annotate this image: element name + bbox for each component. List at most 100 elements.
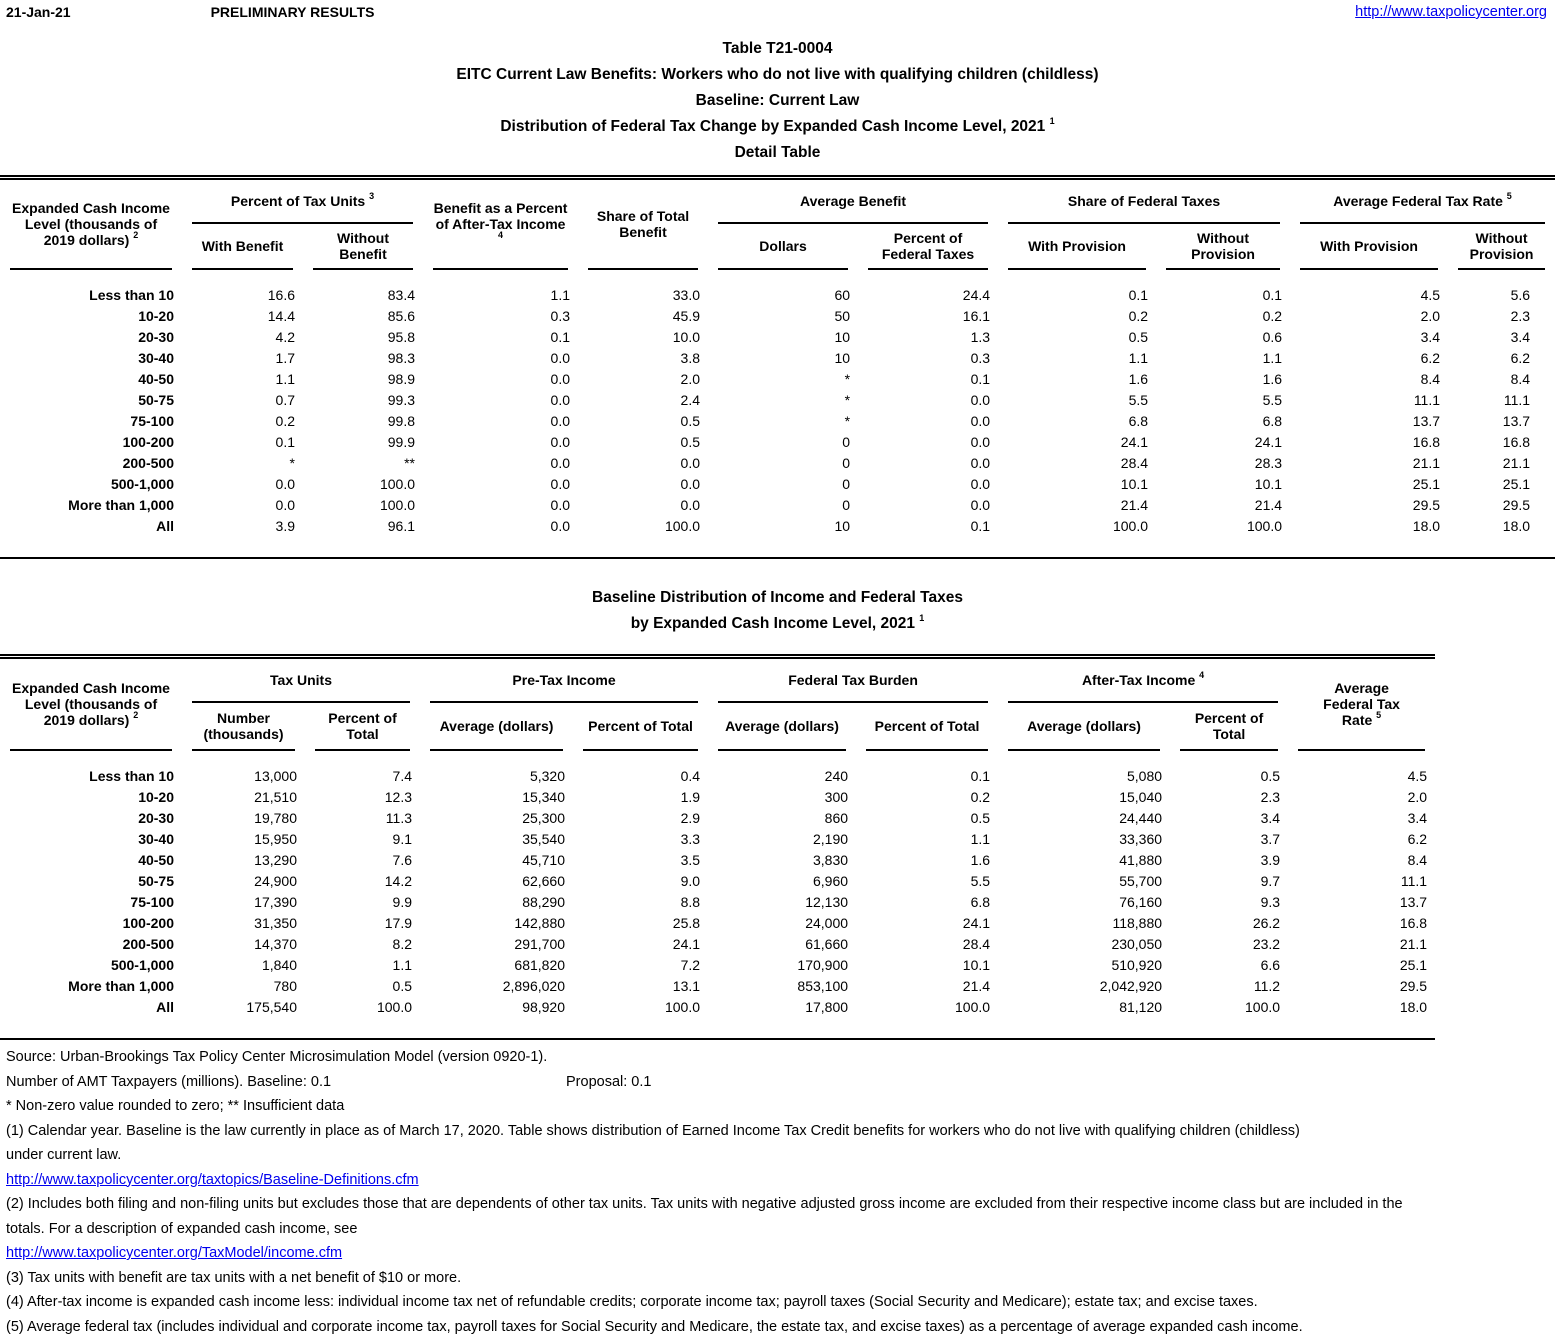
row-label: 50-75 [0, 871, 182, 892]
income-definition-link[interactable]: http://www.taxpolicycenter.org/TaxModel/… [6, 1245, 342, 1261]
table-cell: 6,960 [708, 871, 856, 892]
col-header-percent-of-federal-taxes: Percent of Federal Taxes [858, 224, 998, 270]
col-header-average-dollars: Average (dollars) [420, 703, 573, 751]
table-cell: 24.1 [1156, 432, 1290, 453]
baseline-section-title: Baseline Distribution of Income and Fede… [0, 585, 1555, 637]
col-header-average-federal-tax-rate: Average Federal Tax Rate 5 [1288, 657, 1435, 752]
table-cell: 99.9 [303, 432, 423, 453]
col-header-share-without-provision: Without Provision [1156, 224, 1290, 270]
table-cell: 45,710 [420, 850, 573, 871]
table-cell: * [182, 453, 303, 474]
table-cell: 2.0 [1290, 306, 1448, 327]
col-header-share-total-benefit: Share of Total Benefit [578, 178, 708, 271]
table-cell: 13,000 [182, 751, 305, 787]
table-cell: 100.0 [303, 495, 423, 516]
table-cell: 100.0 [1170, 997, 1288, 1039]
table-cell: 3.9 [182, 516, 303, 558]
col-header-without-benefit: Without Benefit [303, 224, 423, 270]
table-cell: 9.1 [305, 829, 420, 850]
site-link[interactable]: http://www.taxpolicycenter.org [1355, 4, 1547, 20]
table-cell: 0.5 [305, 976, 420, 997]
table-cell: 23.2 [1170, 934, 1288, 955]
table-cell: 21,510 [182, 787, 305, 808]
table-cell: 2.3 [1448, 306, 1555, 327]
table-cell: 3.9 [1170, 850, 1288, 871]
table-cell: 0 [708, 495, 858, 516]
table-cell: 24.1 [856, 913, 998, 934]
table-cell: 99.8 [303, 411, 423, 432]
table-cell: 0.1 [423, 327, 578, 348]
table-cell: 9.3 [1170, 892, 1288, 913]
table-cell: 10.0 [578, 327, 708, 348]
table-cell: 10 [708, 516, 858, 558]
table-cell: 0.0 [423, 390, 578, 411]
table-cell: 100.0 [578, 516, 708, 558]
table-cell: 0 [708, 432, 858, 453]
table-cell: 3.8 [578, 348, 708, 369]
table-cell: 8.4 [1448, 369, 1555, 390]
asterisk-note: * Non-zero value rounded to zero; ** Ins… [6, 1094, 1549, 1119]
col-header-rate-with-provision: With Provision [1290, 224, 1448, 270]
table-cell: 1,840 [182, 955, 305, 976]
col-header-share-with-provision: With Provision [998, 224, 1156, 270]
table-cell: 96.1 [303, 516, 423, 558]
table-cell: 170,900 [708, 955, 856, 976]
table-cell: 1.1 [1156, 348, 1290, 369]
table-cell: 25.1 [1288, 955, 1435, 976]
footnote-5: (5) Average federal tax (includes indivi… [6, 1315, 1549, 1339]
table-cell: 4.5 [1288, 751, 1435, 787]
table-cell: 4.2 [182, 327, 303, 348]
row-label: 75-100 [0, 892, 182, 913]
row-label: 20-30 [0, 327, 182, 348]
table-cell: 98.9 [303, 369, 423, 390]
table-cell: 2,042,920 [998, 976, 1170, 997]
table-cell: 88,290 [420, 892, 573, 913]
col-group-tax-units: Tax Units [182, 657, 420, 704]
table-cell: 21.4 [998, 495, 1156, 516]
table-cell: 6.8 [1156, 411, 1290, 432]
table-cell: 0.2 [856, 787, 998, 808]
table-cell: 7.2 [573, 955, 708, 976]
row-label: 30-40 [0, 348, 182, 369]
table-cell: 41,880 [998, 850, 1170, 871]
table-cell: 7.4 [305, 751, 420, 787]
table-cell: 2.0 [1288, 787, 1435, 808]
table-cell: 300 [708, 787, 856, 808]
source-note: Source: Urban-Brookings Tax Policy Cente… [6, 1045, 1549, 1070]
table-cell: 0.1 [182, 432, 303, 453]
table-cell: 0.1 [858, 516, 998, 558]
table-cell: 18.0 [1448, 516, 1555, 558]
table-cell: 9.7 [1170, 871, 1288, 892]
table-cell: 0.5 [856, 808, 998, 829]
amt-proposal-value: Proposal: 0.1 [566, 1070, 651, 1095]
table-cell: 81,120 [998, 997, 1170, 1039]
row-label: 500-1,000 [0, 955, 182, 976]
table-cell: 33.0 [578, 270, 708, 306]
table-cell: 28.4 [856, 934, 998, 955]
table-cell: 780 [182, 976, 305, 997]
col-group-average-federal-tax-rate: Average Federal Tax Rate 5 [1290, 178, 1555, 225]
table-cell: 100.0 [305, 997, 420, 1039]
table-cell: 60 [708, 270, 858, 306]
col-group-average-benefit: Average Benefit [708, 178, 998, 225]
col-header-average-dollars: Average (dollars) [708, 703, 856, 751]
table-cell: 3,830 [708, 850, 856, 871]
table-cell: 681,820 [420, 955, 573, 976]
baseline-definitions-link[interactable]: http://www.taxpolicycenter.org/taxtopics… [6, 1172, 419, 1188]
table-cell: 21.4 [1156, 495, 1290, 516]
table-cell: 14,370 [182, 934, 305, 955]
table-cell: 100.0 [998, 516, 1156, 558]
table-cell: 0.2 [182, 411, 303, 432]
table-cell: 0.0 [423, 369, 578, 390]
table-cell: 5,080 [998, 751, 1170, 787]
table-cell: 24,440 [998, 808, 1170, 829]
table-cell: 1.6 [998, 369, 1156, 390]
